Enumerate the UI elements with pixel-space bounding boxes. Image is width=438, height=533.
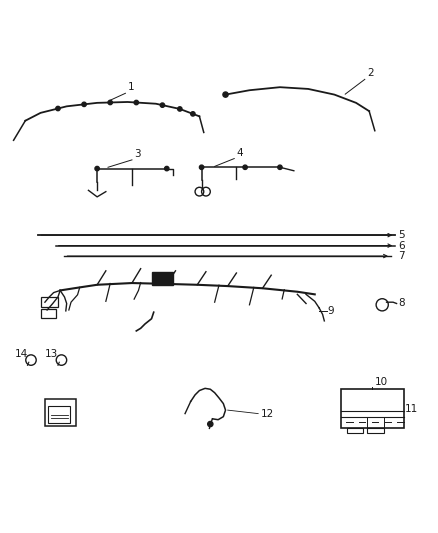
Text: 9: 9: [328, 306, 335, 316]
Bar: [346, 429, 363, 433]
Circle shape: [82, 102, 86, 107]
Text: 10: 10: [375, 377, 388, 387]
Text: 5: 5: [398, 230, 405, 240]
Text: 1: 1: [127, 83, 134, 92]
Text: 2: 2: [367, 68, 374, 78]
Text: 4: 4: [237, 148, 243, 158]
Text: 14: 14: [14, 349, 28, 359]
Circle shape: [243, 165, 247, 169]
Text: 6: 6: [398, 240, 405, 251]
Text: 7: 7: [398, 251, 405, 261]
Text: 13: 13: [45, 349, 58, 359]
Circle shape: [191, 112, 195, 116]
Circle shape: [178, 107, 182, 111]
Text: 8: 8: [398, 298, 405, 309]
Circle shape: [165, 166, 169, 171]
Text: 12: 12: [260, 409, 274, 418]
Bar: [41, 309, 56, 318]
Circle shape: [56, 107, 60, 111]
Bar: [367, 429, 384, 433]
Text: 3: 3: [134, 149, 141, 159]
Text: 11: 11: [405, 404, 419, 414]
Circle shape: [208, 422, 213, 426]
Circle shape: [95, 166, 99, 171]
Bar: [341, 389, 404, 429]
Circle shape: [134, 100, 138, 104]
Bar: [152, 272, 173, 285]
Bar: [41, 297, 58, 306]
Circle shape: [199, 165, 204, 169]
Circle shape: [278, 165, 282, 169]
Circle shape: [223, 92, 228, 97]
Circle shape: [160, 103, 165, 107]
Circle shape: [108, 100, 113, 104]
